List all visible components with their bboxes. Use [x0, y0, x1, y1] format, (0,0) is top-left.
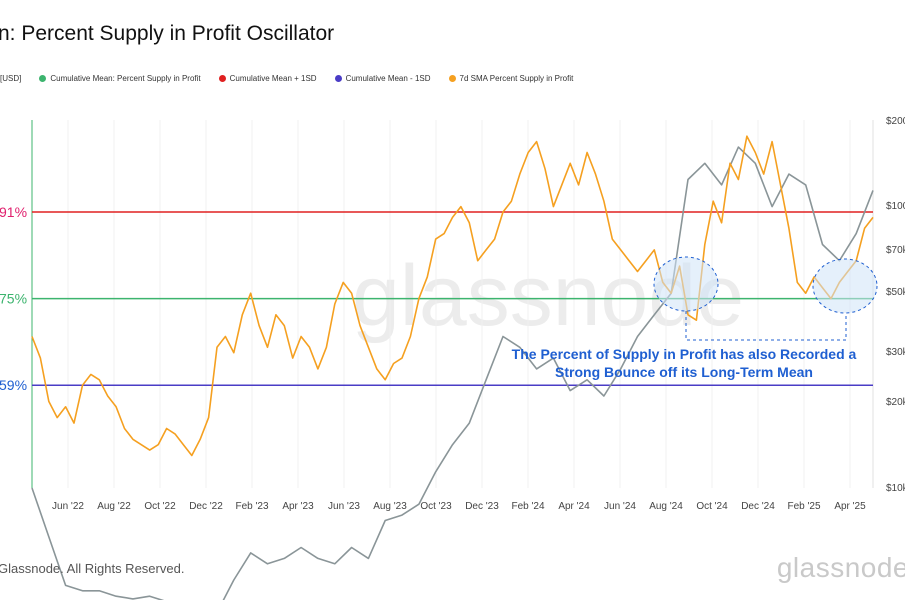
highlight-ellipse-aug24 — [653, 256, 719, 312]
chart-title: n: Percent Supply in Profit Oscillator — [0, 22, 335, 45]
x-tick-label: Aug '22 — [97, 501, 131, 512]
legend-item-price[interactable]: [USD] — [0, 74, 21, 83]
series-lines — [31, 135, 874, 600]
y-right-tick-label: $100k — [886, 201, 905, 212]
x-tick-label: Feb '25 — [787, 501, 820, 512]
x-tick-label: Dec '22 — [189, 501, 223, 512]
x-tick-label: Feb '24 — [511, 501, 544, 512]
y-right-tick-label: $30k — [886, 347, 905, 358]
legend-label-7d-sma: 7d SMA Percent Supply in Profit — [459, 74, 574, 83]
grid-lines — [67, 120, 851, 488]
x-tick-label: Oct '22 — [144, 501, 176, 512]
y-right-tick-label: $10k — [886, 483, 905, 494]
x-tick-label: Apr '23 — [282, 501, 314, 512]
level-label: 75% — [0, 291, 27, 307]
x-tick-label: Oct '23 — [420, 501, 452, 512]
x-tick-label: Dec '24 — [741, 501, 775, 512]
y-right-ticks: $10k $20k $30k $50k $70k $100k $200k — [886, 116, 905, 494]
legend-label-mean-minus-1sd: Cumulative Mean - 1SD — [345, 74, 431, 83]
x-axis-ticks: Jun '22 Aug '22 Oct '22 Dec '22 Feb '23 Apr '… — [52, 501, 866, 512]
series-line-3 — [31, 146, 874, 600]
x-tick-label: Jun '24 — [604, 501, 636, 512]
x-tick-label: Dec '23 — [465, 501, 499, 512]
footer-copyright: Glassnode. All Rights Reserved. — [0, 561, 185, 576]
level-label: 59% — [0, 377, 27, 393]
series-line-4 — [31, 135, 874, 457]
legend-item-mean-minus-1sd[interactable]: Cumulative Mean - 1SD — [334, 74, 431, 83]
legend-item-7d-sma[interactable]: 7d SMA Percent Supply in Profit — [448, 74, 574, 83]
highlight-ellipse-mar25 — [812, 258, 878, 314]
chart-legend: [USD] Cumulative Mean: Percent Supply in… — [0, 74, 591, 83]
legend-label-mean-plus-1sd: Cumulative Mean + 1SD — [229, 74, 317, 83]
brand-logo: glassnode — [776, 552, 905, 583]
y-right-tick-label: $20k — [886, 397, 905, 408]
legend-label-cumulative-mean: Cumulative Mean: Percent Supply in Profi… — [50, 74, 201, 83]
annotation-line-1: The Percent of Supply in Profit has also… — [512, 346, 857, 362]
x-tick-label: Aug '23 — [373, 501, 407, 512]
highlight-group — [653, 256, 878, 341]
level-label: 91% — [0, 204, 27, 220]
legend-dot-blue-icon — [334, 75, 342, 82]
y-right-tick-label: $70k — [886, 245, 905, 256]
legend-dot-red-icon — [218, 75, 226, 82]
legend-dot-orange-icon — [448, 75, 456, 82]
annotation-connector — [685, 311, 847, 341]
legend-item-cumulative-mean[interactable]: Cumulative Mean: Percent Supply in Profi… — [39, 74, 201, 83]
x-tick-label: Feb '23 — [235, 501, 268, 512]
x-tick-label: Apr '24 — [558, 501, 590, 512]
y-left-level-labels: 91% 75% 59% — [0, 204, 27, 393]
annotation-line-2: Strong Bounce off its Long-Term Mean — [555, 364, 813, 380]
legend-label-price: [USD] — [0, 74, 22, 83]
x-tick-label: Apr '25 — [834, 501, 866, 512]
x-tick-label: Oct '24 — [696, 501, 728, 512]
x-tick-label: Jun '22 — [52, 501, 84, 512]
level-lines — [32, 211, 873, 386]
x-tick-label: Aug '24 — [649, 501, 683, 512]
x-tick-label: Jun '23 — [328, 501, 360, 512]
legend-item-mean-plus-1sd[interactable]: Cumulative Mean + 1SD — [218, 74, 317, 83]
legend-dot-green-icon — [39, 75, 47, 82]
y-right-tick-label: $50k — [886, 287, 905, 298]
y-right-tick-label: $200k — [886, 116, 905, 127]
